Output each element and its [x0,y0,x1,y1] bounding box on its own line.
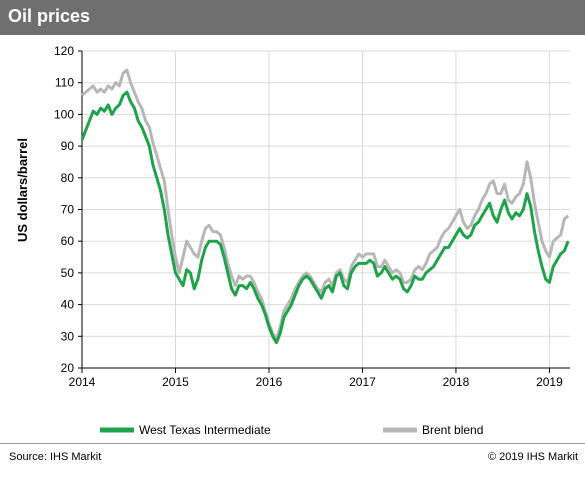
y-tick-label-20: 20 [61,361,75,375]
x-tick-label-2015: 2015 [162,375,189,389]
y-axis-title: US dollars/barrel [15,138,30,242]
x-tick-label-2019: 2019 [536,375,563,389]
x-tick-labels: 2014 2015 2016 2017 2018 2019 [69,375,563,389]
copyright-note: © 2019 IHS Markit [487,451,578,463]
y-tick-label-40: 40 [61,298,75,312]
y-tick-labels: 20 30 40 50 60 70 80 90 100 110 120 [54,44,74,375]
y-tick-label-90: 90 [61,139,75,153]
series-line-wti [80,90,570,345]
x-tick-label-2017: 2017 [349,375,376,389]
y-tick-label-120: 120 [54,44,74,58]
y-tick-label-110: 110 [55,76,74,90]
grid-lines [82,50,570,368]
y-tick-label-100: 100 [54,107,74,121]
series-line-brent [81,68,570,341]
x-tick-label-2018: 2018 [443,375,470,389]
y-tick-label-70: 70 [61,203,75,217]
y-tick-label-30: 30 [61,329,75,343]
series-lines [80,68,570,345]
y-tick-label-80: 80 [61,171,75,185]
footer-divider [0,443,585,444]
chart-title: Oil prices [8,6,91,26]
x-tick-label-2016: 2016 [256,375,283,389]
y-tick-label-50: 50 [61,266,75,280]
legend: West Texas Intermediate Brent blend [100,423,483,437]
legend-label-wti: West Texas Intermediate [139,423,271,437]
chart-header: Oil prices [0,0,585,35]
y-tick-label-60: 60 [61,234,75,248]
x-tick-label-2014: 2014 [69,375,96,389]
legend-label-brent: Brent blend [422,423,483,437]
source-note: Source: IHS Markit [9,451,102,463]
axes [78,50,570,373]
